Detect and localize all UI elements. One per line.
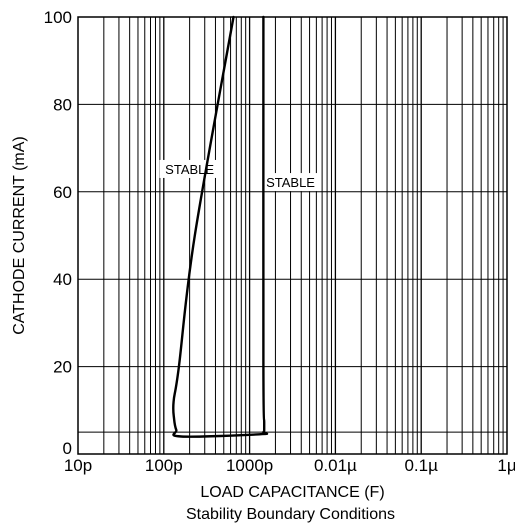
x-axis-label: LOAD CAPACITANCE (F)	[200, 484, 384, 501]
x-tick-label: 0.1µ	[404, 456, 438, 475]
x-tick-label: 1000p	[226, 456, 273, 475]
x-tick-label: 10p	[64, 456, 92, 475]
x-gridlines	[103, 17, 504, 454]
y-tick-label: 0	[63, 439, 72, 458]
x-tick-label: 100p	[145, 456, 183, 475]
chart-subtitle: Stability Boundary Conditions	[186, 506, 395, 523]
stability-boundary-curve	[172, 15, 269, 438]
region-labels: STABLE STABLE	[159, 159, 321, 192]
y-axis-label: CATHODE CURRENT (mA)	[11, 136, 28, 335]
region-label: STABLE	[260, 173, 321, 192]
y-tick-labels: 0 20 40 60 80 100	[44, 8, 72, 458]
x-tick-label: 0.01µ	[314, 456, 357, 475]
y-tick-label: 40	[53, 270, 72, 289]
plot-frame	[77, 16, 508, 455]
y-tick-label: 20	[53, 358, 72, 377]
y-tick-label: 80	[53, 95, 72, 114]
svg-text:STABLE: STABLE	[165, 162, 214, 177]
y-tick-label: 100	[44, 8, 72, 27]
svg-text:STABLE: STABLE	[266, 175, 315, 190]
x-tick-label: 1µ	[497, 456, 515, 475]
y-gridlines	[78, 103, 507, 433]
x-tick-labels: 10p 100p 1000p 0.01µ 0.1µ 1µ	[64, 456, 515, 475]
region-label: STABLE	[159, 159, 220, 178]
y-tick-label: 60	[53, 183, 72, 202]
